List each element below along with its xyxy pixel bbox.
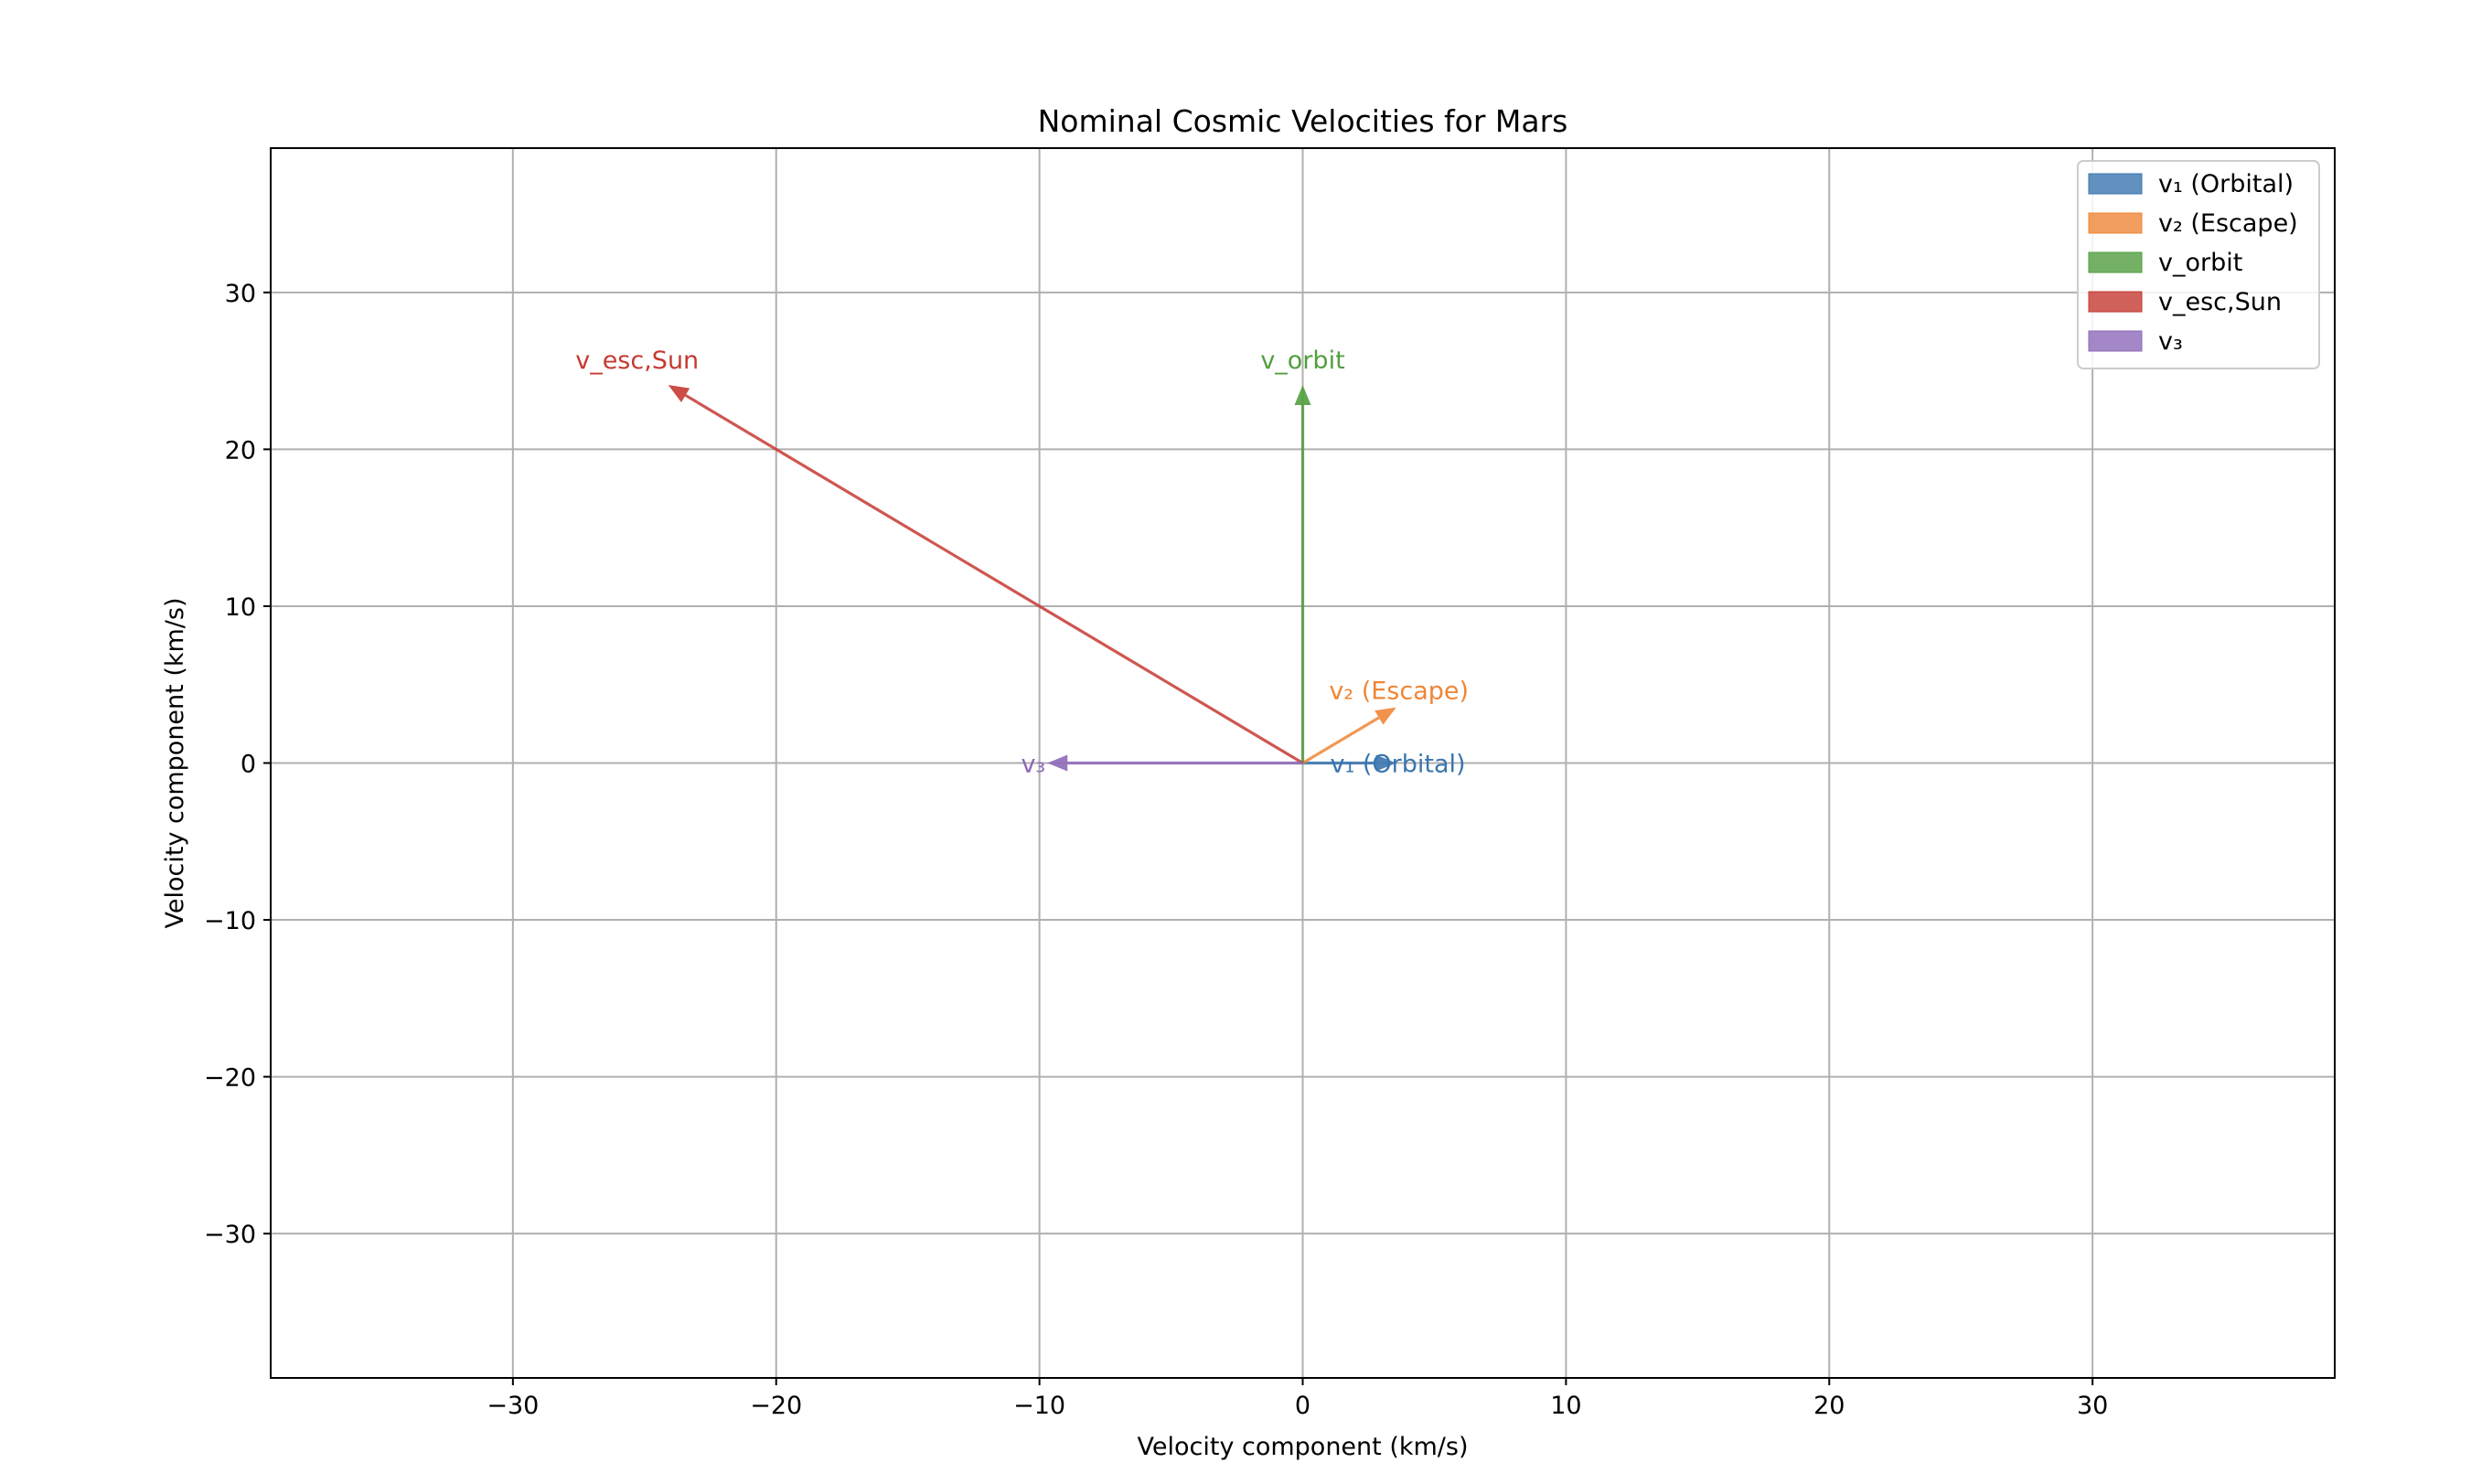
vector-v-label: v₃ bbox=[1021, 751, 1045, 779]
legend-label-v-orbit: v_orbit bbox=[2158, 249, 2242, 277]
y-tick-label: −20 bbox=[204, 1064, 256, 1093]
x-tick-label: 30 bbox=[2077, 1392, 2108, 1420]
legend-label-v-esc-sun: v_esc,Sun bbox=[2158, 288, 2282, 316]
legend-swatch-v-esc-sun bbox=[2088, 291, 2143, 313]
y-tick-label: 0 bbox=[241, 751, 256, 779]
axis-ticks: −30 −20 −10 0 10 20 30 −30 −20 −10 0 10 20 30 bbox=[204, 280, 2108, 1420]
y-tick-label: −30 bbox=[204, 1221, 256, 1249]
vector-v-orbit-label: v_orbit bbox=[1260, 347, 1344, 375]
legend-swatch-v-escape bbox=[2088, 212, 2143, 234]
legend-label-v: v₃ bbox=[2158, 327, 2183, 356]
legend: v₁ (Orbital) v₂ (Escape) v_orbit v_esc,Sunv… bbox=[2077, 160, 2320, 369]
x-tick-label: −10 bbox=[1013, 1392, 1065, 1420]
y-tick-label: −10 bbox=[204, 907, 256, 935]
x-tick-label: 10 bbox=[1550, 1392, 1581, 1420]
chart-title: Nominal Cosmic Velocities for Mars bbox=[1038, 103, 1568, 139]
vector-v-escape-head bbox=[1375, 707, 1396, 725]
y-tick-label: 10 bbox=[225, 593, 256, 622]
vector-v-head bbox=[1047, 754, 1068, 772]
vector-v-escape-shaft bbox=[1301, 716, 1380, 764]
legend-swatch-v-orbit bbox=[2088, 251, 2143, 273]
x-tick-label: −20 bbox=[750, 1392, 802, 1420]
x-axis-label: Velocity component (km/s) bbox=[1138, 1433, 1469, 1461]
vector-labels: v₁ (Orbital) v₂ (Escape) v_orbit v_esc,Sunv… bbox=[575, 347, 1469, 778]
plot-frame bbox=[270, 147, 2336, 1379]
y-tick-label: 20 bbox=[225, 436, 256, 464]
legend-label-v-orbital: v₁ (Orbital) bbox=[2158, 170, 2294, 198]
legend-label-v-escape: v₂ (Escape) bbox=[2158, 209, 2298, 238]
x-tick-label: −30 bbox=[487, 1392, 539, 1420]
legend-swatch-v bbox=[2088, 330, 2143, 352]
legend-swatch-v-orbital bbox=[2088, 173, 2143, 195]
x-tick-label: 0 bbox=[1295, 1392, 1310, 1420]
vector-v-esc-sun-label: v_esc,Sun bbox=[575, 347, 699, 375]
y-axis-label: Velocity component (km/s) bbox=[161, 598, 189, 929]
vector-v-orbit-head bbox=[1294, 385, 1311, 406]
vector-v-esc-sun-head bbox=[668, 385, 690, 403]
y-tick-label: 30 bbox=[225, 280, 256, 308]
vectors bbox=[668, 385, 1396, 772]
x-tick-label: 20 bbox=[1813, 1392, 1845, 1420]
vector-v-orbital-head bbox=[1375, 754, 1396, 772]
vector-v-esc-sun-shaft bbox=[684, 393, 1304, 764]
vector-v-orbital-label: v₁ (Orbital) bbox=[1331, 751, 1466, 779]
vector-v-escape-label: v₂ (Escape) bbox=[1329, 678, 1469, 706]
